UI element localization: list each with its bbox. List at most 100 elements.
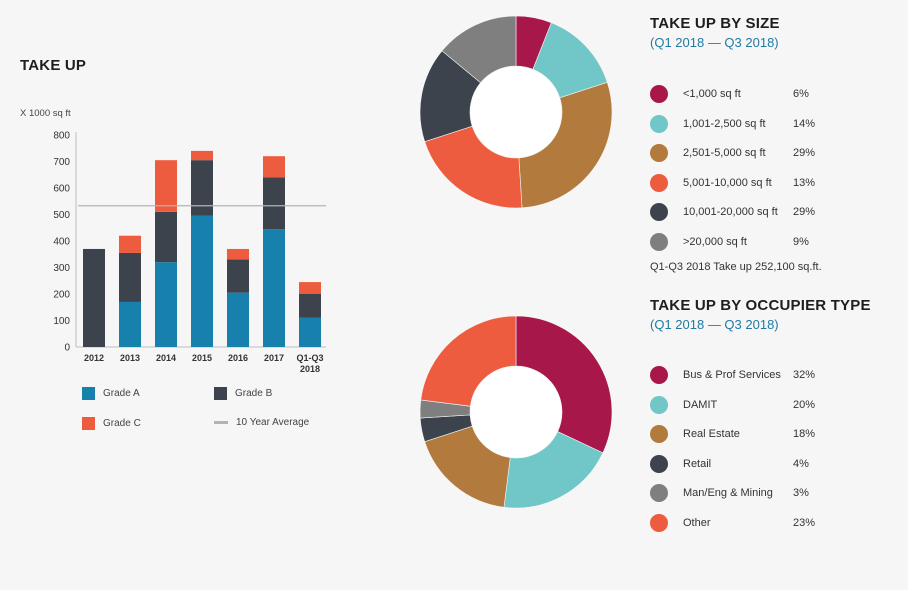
bar-grade-b-2017 [263,177,285,230]
legend-label: 10 Year Average [236,417,310,428]
bar-grade-c-q1-q3-2018 [299,282,321,294]
bar-grade-c-2016 [227,248,249,260]
bar-grade-a-2013 [119,301,141,347]
legend-row: 2,501-5,000 sq ft 29% [650,143,850,163]
size-panel-subtitle: (Q1 2018 — Q3 2018) [650,35,779,50]
y-axis: 0 100 200 300 400 500 600 700 800 [53,131,326,354]
legend-dot [650,454,668,473]
legend-percent: 3% [793,487,809,499]
size-panel-title: TAKE UP BY SIZE [650,15,780,32]
legend-label: Grade A [103,388,140,399]
legend-percent: 18% [793,428,816,440]
legend-row: 5,001-10,000 sq ft 13% [650,173,850,193]
donut-slice-20-000-sq-ft [441,15,517,84]
take-up-axis-unit: X 1000 sq ft [20,108,71,119]
average-line-swatch [214,421,228,424]
y-tick-label: 600 [53,184,70,195]
legend-label: 5,001-10,000 sq ft [683,176,772,189]
occupier-panel-subtitle: (Q1 2018 — Q3 2018) [650,317,779,332]
donut-slice-2-501-5-000-sq-ft [518,81,613,209]
bar-grade-b-2013 [119,252,141,302]
bar-grade-c-2014 [155,160,177,212]
legend-percent: 32% [793,369,816,381]
grade-c-swatch [82,417,95,430]
occupier-donut-chart [419,315,613,509]
legend-percent: 4% [793,457,809,470]
bar-group [83,150,321,347]
legend-dot [650,85,668,103]
legend-label: Grade C [103,418,141,429]
legend-row: >20,000 sq ft 9% [650,232,850,252]
bar-grade-b-2012 [83,248,105,347]
donut-slice-bus-prof-services [515,315,613,454]
y-tick-label: 400 [53,237,70,248]
legend-label: Bus & Prof Services [683,369,781,381]
bar-grade-a-2014 [155,262,177,347]
x-tick-label: 2015 [192,353,212,363]
take-up-title: TAKE UP [20,57,87,74]
y-tick-label: 0 [64,343,70,354]
legend-percent: 14% [793,117,816,130]
legend-row: Man/Eng & Mining 3% [650,483,850,503]
legend-dot [650,144,668,162]
legend-row: Real Estate 18% [650,424,850,444]
legend-row: 1,001-2,500 sq ft 14% [650,114,850,134]
legend-dot [650,366,668,384]
legend-item-grade-b: Grade B [214,387,272,400]
size-donut-slices [419,15,613,209]
legend-percent: 29% [793,206,816,218]
donut-hole [470,66,562,158]
legend-percent: 9% [793,235,809,248]
donut-slice-other [420,315,517,407]
legend-dot [650,203,668,221]
legend-row: Retail 4% [650,454,850,474]
bar-grade-a-2016 [227,292,249,347]
legend-label: 2,501-5,000 sq ft [683,147,766,159]
legend-percent: 20% [793,398,816,411]
bar-grade-c-2013 [119,235,141,253]
grade-b-swatch [214,387,227,400]
x-axis-labels: 2012 2013 2014 2015 2016 2017 Q1-Q3 2018 [84,353,324,374]
legend-row: 10,001-20,000 sq ft 29% [650,202,850,222]
legend-item-grade-a: Grade A [82,387,140,400]
bar-grade-a-2017 [263,229,285,347]
y-tick-label: 500 [53,210,70,221]
bar-grade-b-2016 [227,259,249,293]
legend-label: 1,001-2,500 sq ft [683,117,766,130]
legend-label: 10,001-20,000 sq ft [683,206,778,218]
size-donut-chart [419,15,613,209]
x-tick-label: 2013 [120,353,140,363]
legend-row: Other 23% [650,513,850,533]
legend-dot [650,484,668,502]
legend-item-average: 10 Year Average [214,417,309,428]
legend-percent: 29% [793,147,816,159]
x-tick-label: 2014 [156,353,176,363]
legend-label: DAMIT [683,398,718,411]
donut-hole [470,366,562,458]
y-tick-label: 200 [53,290,70,301]
legend-label: Man/Eng & Mining [683,487,773,499]
size-take-up-note: Q1-Q3 2018 Take up 252,100 sq.ft. [650,261,822,273]
legend-row: <1,000 sq ft 6% [650,84,850,104]
legend-dot [650,513,668,532]
y-tick-label: 100 [53,316,70,327]
donut-slice-5-001-10-000-sq-ft [424,125,523,209]
legend-dot [650,425,668,443]
legend-dot [650,232,668,251]
bar-grade-b-q1-q3-2018 [299,294,321,318]
legend-row: DAMIT 20% [650,395,850,415]
legend-label: Retail [683,457,712,470]
x-tick-label: 2017 [264,353,284,363]
legend-item-grade-c: Grade C [82,417,141,430]
legend-dot [650,395,668,414]
y-tick-label: 300 [53,263,70,274]
occupier-panel-title: TAKE UP BY OCCUPIER TYPE [650,297,871,314]
occupier-donut-slices [419,315,613,509]
legend-row: Bus & Prof Services 32% [650,365,850,385]
y-tick-label: 800 [53,131,70,142]
bar-grade-a-q1-q3-2018 [299,317,321,347]
x-tick-label: 2012 [84,353,104,363]
legend-label: Other [683,516,711,529]
bar-grade-c-2015 [191,150,213,161]
